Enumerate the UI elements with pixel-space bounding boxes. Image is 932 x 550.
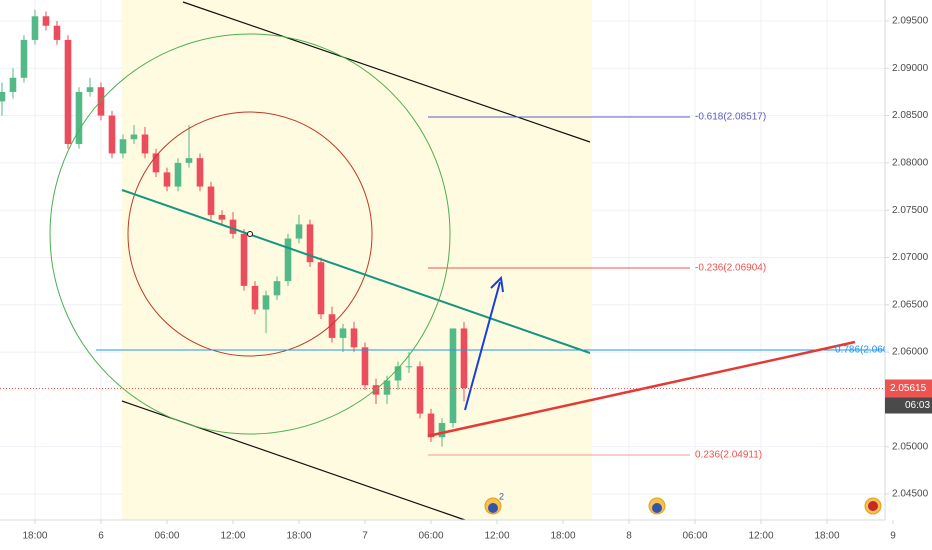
x-tick-label: 18:00 <box>286 531 311 542</box>
fib-label: -0.618(2.08517) <box>695 112 766 123</box>
candle-body <box>64 39 72 144</box>
y-tick-label: 2.04500 <box>892 489 929 500</box>
candle-body <box>427 413 435 438</box>
x-tick-label: 9 <box>890 531 896 542</box>
candle-body <box>449 328 457 424</box>
candle-body <box>152 153 160 173</box>
channel-upper <box>182 1 591 143</box>
candle-body <box>163 172 171 187</box>
candle-body <box>383 380 391 395</box>
candle-body <box>240 233 248 286</box>
event-icon <box>488 503 498 513</box>
countdown-label: 06:03 <box>905 400 930 411</box>
candle-body <box>119 139 127 154</box>
x-tick-label: 18:00 <box>22 531 47 542</box>
candle-body <box>196 158 204 187</box>
last-price-label: 2.05615 <box>890 383 927 394</box>
candle-body <box>273 281 281 296</box>
x-tick-label: 06:00 <box>418 531 443 542</box>
candle-body <box>416 366 424 414</box>
y-tick-label: 2.09500 <box>892 16 929 27</box>
y-tick-label: 2.05000 <box>892 441 929 452</box>
candle-body <box>284 238 292 282</box>
y-tick-label: 2.07500 <box>892 205 929 216</box>
candle-body <box>306 224 314 263</box>
candle-body <box>130 134 138 140</box>
y-tick-label: 2.06500 <box>892 299 929 310</box>
axes: 2.04500 2.05000 2.06000 2.06500 2.07000 2.075… <box>22 16 928 542</box>
candle-body <box>339 328 347 338</box>
candle-body <box>460 328 468 389</box>
anchor-point <box>247 231 253 237</box>
candle-body <box>53 25 61 40</box>
event-count: 2 <box>499 491 504 501</box>
y-tick-label: 2.08000 <box>892 158 929 169</box>
y-tick-label: 2.07000 <box>892 252 929 263</box>
candle-body <box>174 162 182 187</box>
x-tick-label: 6 <box>98 531 104 542</box>
candle-body <box>218 214 226 220</box>
drawings: -0.618(2.08517) -0.236(2.06904) 0.786(2.… <box>49 1 903 521</box>
last-price-box <box>885 379 932 398</box>
candle-body <box>141 134 149 154</box>
x-tick-label: 12:00 <box>220 531 245 542</box>
candle-body <box>31 16 39 40</box>
y-tick-label: 2.09000 <box>892 63 929 74</box>
countdown-box <box>885 397 932 414</box>
arrow <box>464 281 501 411</box>
x-tick-label: 8 <box>626 531 632 542</box>
candle-body <box>361 347 369 386</box>
event-icons[interactable]: 2 <box>484 491 882 515</box>
x-tick-label: 06:00 <box>683 531 708 542</box>
candle-body <box>317 262 325 315</box>
candle-body <box>350 328 358 348</box>
candle-body <box>251 285 259 310</box>
x-tick-label: 18:00 <box>815 531 840 542</box>
fib-label: 0.236(2.04911) <box>695 450 762 461</box>
trend-line <box>121 189 591 354</box>
candle-body <box>0 91 6 102</box>
x-tick-label: 12:00 <box>749 531 774 542</box>
candle-body <box>207 186 215 215</box>
candle-body <box>394 366 402 381</box>
candle-body <box>295 224 303 239</box>
candle-body <box>229 219 237 234</box>
candle-body <box>42 16 50 26</box>
y-tick-label: 2.08500 <box>892 110 929 121</box>
fib-label: -0.236(2.06904) <box>695 263 766 274</box>
date-range-highlight <box>122 0 592 520</box>
candle-body <box>86 87 94 92</box>
arrow-head <box>490 275 504 293</box>
x-tick-label: 06:00 <box>154 531 179 542</box>
candle-body <box>185 158 193 163</box>
candle-body <box>328 314 336 338</box>
candle-body <box>262 295 270 310</box>
price-axis <box>885 0 932 550</box>
fib-label: 0.786(2.06027) <box>835 345 903 356</box>
circle-inner <box>127 111 373 357</box>
x-tick-label: 18:00 <box>550 531 575 542</box>
red-trend-line <box>427 340 856 438</box>
candle-body <box>438 423 446 438</box>
circle-outer <box>49 33 451 435</box>
y-tick-label: 2.06000 <box>892 347 929 358</box>
candle-body <box>108 115 116 154</box>
event-icon <box>652 503 662 513</box>
x-tick-label: 12:00 <box>484 531 509 542</box>
x-tick-label: 7 <box>362 531 368 542</box>
candle-body <box>97 87 105 116</box>
event-icon <box>868 501 878 511</box>
candles <box>0 9 468 447</box>
candle-body <box>405 366 413 368</box>
candle-body <box>20 39 28 78</box>
candle-body <box>75 91 83 144</box>
candle-body <box>9 77 17 92</box>
